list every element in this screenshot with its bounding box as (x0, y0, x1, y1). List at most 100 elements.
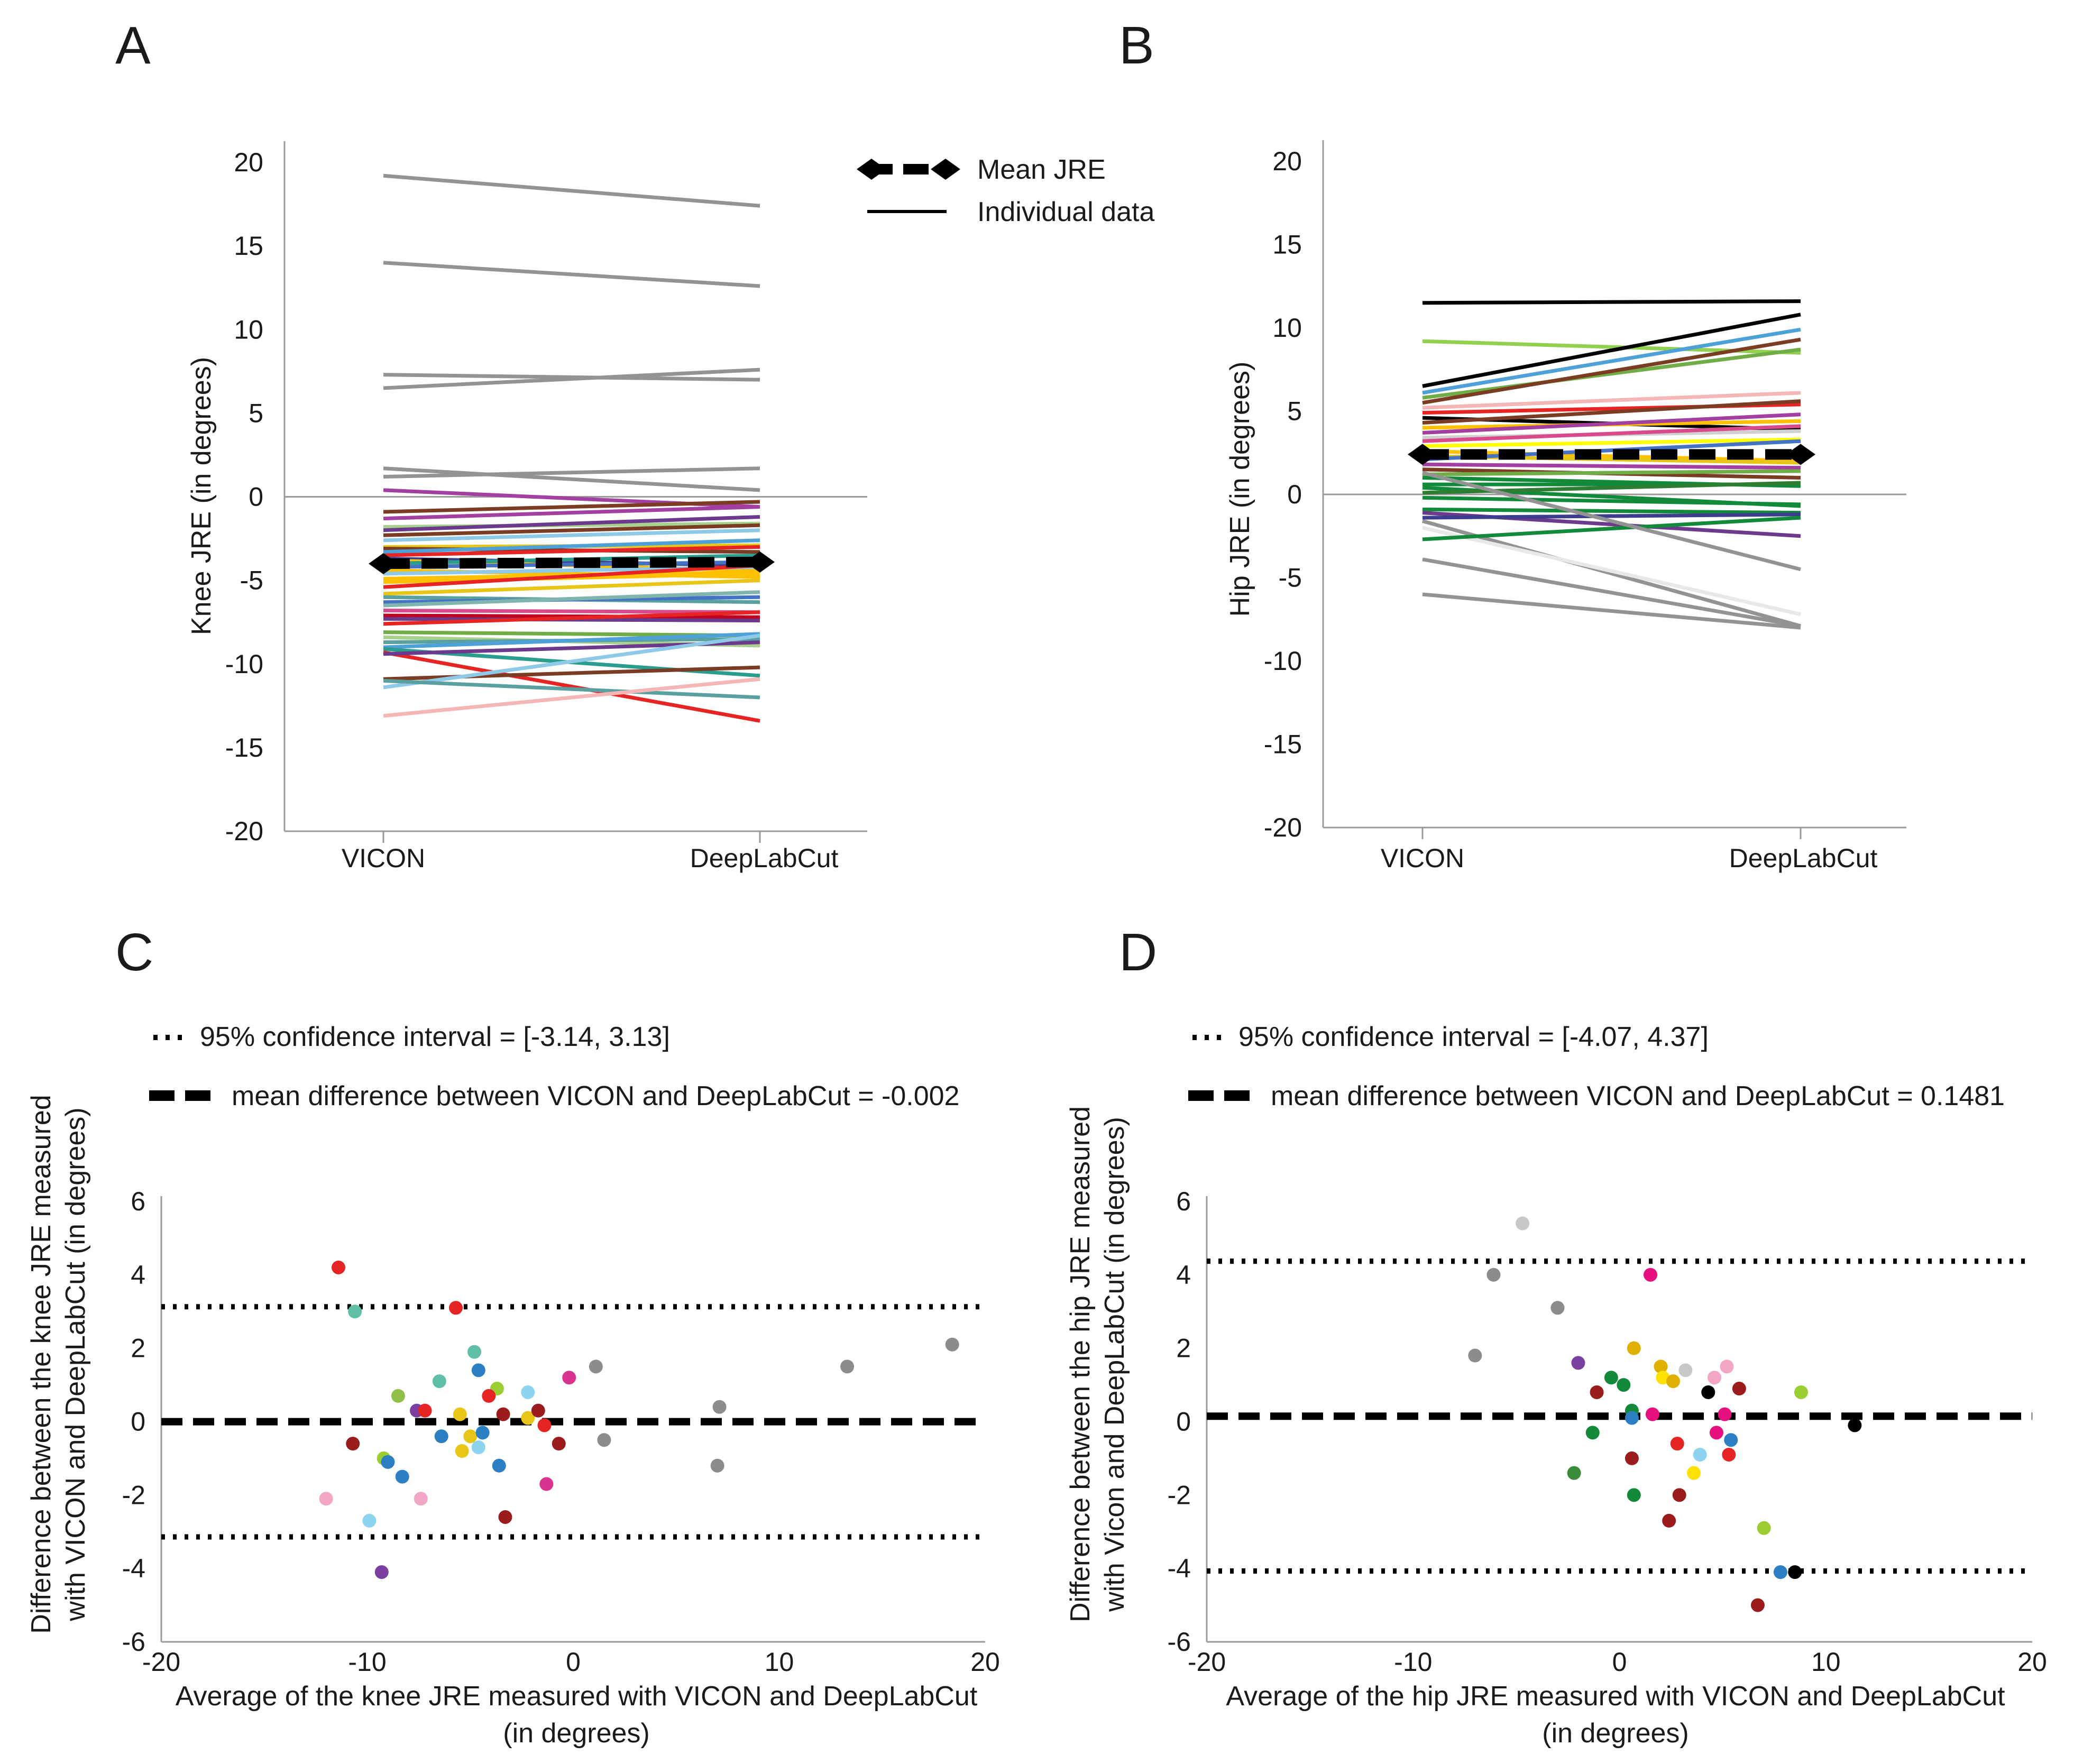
panel-label-d: D (1119, 923, 1157, 982)
b-individual-line-11 (1422, 412, 1801, 435)
b-individual-line-31 (1422, 516, 1801, 541)
c-point-14 (482, 1389, 496, 1403)
panel-b-mean-line (1408, 444, 1815, 465)
panel-b-y-ticks: 20 15 10 5 0 -5 -10 -15 -20 (1264, 146, 1302, 842)
d-point-39 (1750, 1598, 1765, 1612)
a-individual-line-7 (383, 500, 760, 514)
c-point-30 (455, 1444, 469, 1458)
panel-b-individual-lines (1422, 299, 1801, 630)
d-point-35 (1662, 1513, 1676, 1528)
d-point-0 (1516, 1216, 1530, 1230)
legend: Mean JRE Individual data (857, 154, 1154, 227)
a-individual-line-5 (383, 466, 760, 479)
c-ytick-1: 4 (131, 1260, 145, 1290)
b-individual-line-5 (1422, 337, 1801, 405)
c-point-17 (531, 1403, 545, 1418)
d-point-33 (1627, 1488, 1641, 1502)
d-point-14 (1604, 1371, 1618, 1385)
d-point-10 (1666, 1374, 1680, 1389)
d-point-3 (1468, 1348, 1482, 1363)
panel-a-xtick-vicon: VICON (342, 843, 425, 873)
b-individual-line-4 (1422, 347, 1801, 400)
panel-c-bland-altman: 95% confidence interval = [-3.14, 3.13] … (26, 1022, 1000, 1749)
d-point-7 (1654, 1359, 1668, 1374)
panel-d-ylabel-line1: Difference between the hip JRE measured (1065, 1106, 1096, 1622)
panel-label-b: B (1119, 16, 1154, 75)
c-point-5 (432, 1374, 446, 1389)
d-point-5 (1571, 1356, 1585, 1370)
d-point-34 (1672, 1488, 1686, 1502)
b-individual-line-25 (1422, 495, 1801, 507)
d-point-16 (1701, 1385, 1715, 1399)
d-point-18 (1794, 1385, 1808, 1399)
b-individual-line-26 (1422, 507, 1801, 515)
d-ytick-3: 0 (1176, 1407, 1191, 1437)
d-xtick-2: 0 (1612, 1647, 1627, 1677)
a-individual-line-11 (383, 523, 760, 537)
d-point-6 (1627, 1341, 1641, 1355)
c-xtick-3: 10 (765, 1647, 794, 1677)
d-ytick-6: -6 (1168, 1627, 1191, 1657)
panel-c-reference-lines (161, 1304, 985, 1540)
b-ytick-4: 0 (1287, 480, 1302, 509)
a-individual-line-39 (383, 650, 760, 723)
b-individual-line-28 (1422, 512, 1801, 520)
a-individual-line-3 (383, 368, 760, 390)
c-point-4 (471, 1363, 485, 1377)
d-point-1 (1486, 1267, 1501, 1282)
b-ytick-3: 5 (1287, 397, 1302, 426)
a-mean-marker-0 (369, 553, 398, 574)
c-ytick-2: 2 (131, 1334, 145, 1363)
panel-c-xlabel-line1: Average of the knee JRE measured with VI… (176, 1681, 978, 1712)
panel-a-individual-lines (383, 173, 760, 723)
c-xtick-1: -10 (348, 1647, 386, 1677)
panel-d-bland-altman: 95% confidence interval = [-4.07, 4.37] … (1065, 1022, 2047, 1749)
d-point-20 (1625, 1411, 1639, 1425)
a-individual-line-1 (383, 261, 760, 288)
d-point-38 (1788, 1565, 1802, 1579)
c-point-10 (391, 1389, 405, 1403)
c-point-25 (346, 1437, 360, 1451)
a-individual-line-25 (383, 563, 760, 589)
b-individual-line-13 (1422, 424, 1801, 443)
a-ytick-6: -10 (225, 649, 263, 679)
panel-c-xlabel-line2: (in degrees) (503, 1718, 649, 1749)
panel-d-reference-lines (1207, 1258, 2032, 1574)
b-individual-line-29 (1422, 519, 1801, 628)
panel-label-c: C (115, 923, 153, 982)
c-point-1 (348, 1304, 362, 1319)
c-point-28 (395, 1469, 409, 1484)
c-point-36 (498, 1510, 512, 1524)
d-point-12 (1708, 1371, 1722, 1385)
b-mean-marker-1 (1786, 444, 1815, 465)
panel-d-xlabel-line2: (in degrees) (1542, 1718, 1688, 1749)
d-xtick-1: -10 (1394, 1647, 1432, 1677)
c-point-22 (840, 1359, 855, 1374)
d-ytick-5: -4 (1168, 1554, 1191, 1583)
panel-d-points (1468, 1216, 1862, 1612)
d-point-8 (1678, 1363, 1693, 1377)
panel-a-ylabel: Knee JRE (in degrees) (186, 357, 217, 635)
b-ytick-2: 10 (1272, 313, 1302, 343)
d-ytick-4: -2 (1168, 1480, 1191, 1510)
panel-b-xtick-deeplabcut: DeepLabCut (1729, 843, 1878, 873)
d-ytick-0: 6 (1176, 1187, 1191, 1216)
a-individual-line-44 (383, 677, 760, 718)
a-ytick-4: 0 (249, 482, 263, 512)
c-point-16 (521, 1411, 535, 1425)
panel-b-line-chart: 20 15 10 5 0 -5 -10 -15 -20 VICON DeepLabCut Hip… (1225, 140, 1906, 873)
c-xtick-4: 20 (970, 1647, 1000, 1677)
d-point-27 (1724, 1433, 1738, 1447)
d-point-15 (1617, 1378, 1631, 1392)
b-individual-line-34 (1422, 471, 1801, 572)
b-ytick-0: 20 (1272, 146, 1302, 176)
d-point-13 (1590, 1385, 1604, 1399)
b-ytick-5: -5 (1279, 563, 1302, 593)
a-ytick-3: 5 (249, 398, 263, 428)
a-individual-line-37 (383, 632, 760, 649)
d-point-32 (1686, 1466, 1701, 1480)
panel-a-mean-line (369, 551, 775, 574)
b-ytick-7: -15 (1264, 730, 1302, 759)
